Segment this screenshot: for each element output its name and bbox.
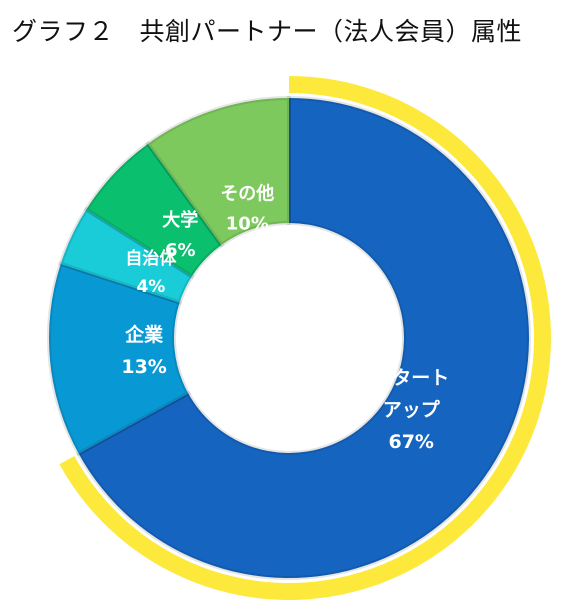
slice-name-label: 大学	[162, 209, 198, 231]
slice-percent-label: 67%	[388, 431, 433, 453]
slice-percent-label: 13%	[121, 356, 166, 378]
donut-slice	[47, 261, 191, 457]
slice-percent-label: 6%	[165, 240, 196, 261]
donut-slice	[83, 141, 225, 280]
slice-percent-label: 4%	[136, 277, 165, 297]
slice-name-label: その他	[220, 183, 274, 205]
slice-name-label: 企業	[124, 323, 164, 346]
slices-layer	[47, 95, 531, 580]
slice-name-label: アップ	[383, 398, 441, 421]
slice-name-label: 自治体	[125, 248, 177, 269]
donut-slice	[58, 206, 195, 305]
chart-title: グラフ２ 共創パートナー（法人会員）属性	[12, 17, 523, 46]
slice-percent-label: 10%	[226, 214, 269, 235]
slice-name-label: スタート	[373, 367, 449, 389]
donut-slice	[145, 95, 291, 248]
donut-slice	[75, 95, 531, 580]
